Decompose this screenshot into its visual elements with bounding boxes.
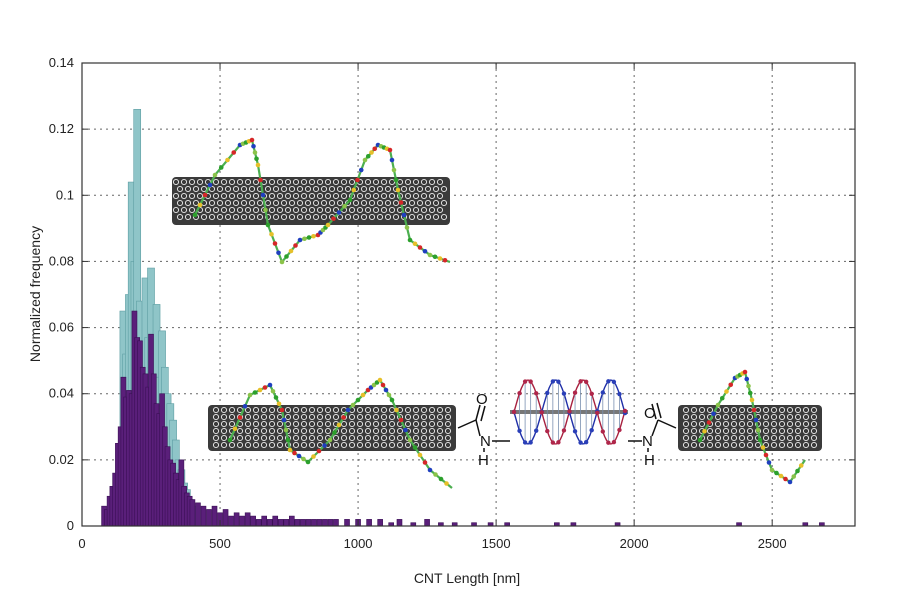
- molecule-illustrations: O N H N O H: [172, 137, 822, 489]
- hydrogen-label-2: H: [644, 452, 655, 469]
- nanotube-bottom-left: [208, 377, 456, 489]
- x-tick-label: 500: [209, 536, 231, 551]
- amide-linker-left: O N H: [457, 391, 510, 469]
- histogram-bar: [424, 519, 430, 527]
- histogram-bar: [366, 519, 372, 527]
- histogram-bar: [377, 519, 383, 527]
- histogram-bar: [228, 515, 234, 527]
- histogram-bar: [255, 519, 262, 527]
- x-tick-label: 0: [78, 536, 85, 551]
- histogram-bar: [233, 512, 240, 527]
- y-tick-label: 0.08: [49, 253, 74, 268]
- histogram-bar: [327, 519, 334, 527]
- histogram-bar: [222, 509, 229, 527]
- oxygen-label-1: O: [476, 391, 488, 408]
- histogram-bar: [206, 509, 212, 527]
- histogram-bar: [300, 519, 306, 527]
- nanotube-bottom-right: [678, 369, 822, 485]
- y-tick-label: 0.14: [49, 55, 74, 70]
- x-tick-label: 2000: [620, 536, 649, 551]
- histogram-bar: [294, 519, 301, 527]
- nitrogen-label-1: N: [480, 433, 491, 450]
- histogram-bar: [250, 515, 256, 527]
- histogram-bar: [266, 519, 273, 527]
- histogram-bar: [277, 519, 284, 527]
- y-tick-label: 0.1: [56, 187, 74, 202]
- hydrogen-label-1: H: [478, 452, 489, 469]
- histogram-bar: [211, 505, 218, 527]
- histogram-bar: [239, 515, 245, 527]
- histogram-bar: [344, 519, 350, 527]
- y-axis-title: Normalized frequency: [27, 226, 43, 362]
- x-tick-label: 1000: [344, 536, 373, 551]
- nitrogen-label-2: N: [642, 433, 653, 450]
- y-tick-label: 0.02: [49, 452, 74, 467]
- y-tick-label: 0.04: [49, 386, 74, 401]
- histogram-bar: [195, 502, 201, 527]
- histogram-bar: [316, 519, 323, 527]
- histogram-bar: [322, 519, 328, 527]
- x-tick-label: 1500: [482, 536, 511, 551]
- histogram-bar: [305, 519, 312, 527]
- axis-ticks: 0 500 1000 1500 2000 2500 0 0.02 0.04 0.06 0.08 0.1…: [49, 55, 855, 551]
- histogram-bar: [189, 499, 196, 527]
- histogram-bar: [283, 519, 290, 527]
- y-tick-label: 0: [67, 518, 74, 533]
- x-tick-label: 2500: [758, 536, 787, 551]
- y-tick-label: 0.06: [49, 320, 74, 335]
- dna-helix: [510, 379, 628, 445]
- amide-linker-right: N O H: [628, 402, 677, 469]
- y-tick-label: 0.12: [49, 121, 74, 136]
- oxygen-label-2: O: [644, 405, 656, 422]
- histogram-bar: [289, 515, 295, 527]
- plot-frame: [81, 62, 856, 527]
- x-axis-title: CNT Length [nm]: [414, 570, 520, 586]
- nanotube-top: [172, 137, 451, 265]
- histogram-bar: [244, 512, 251, 527]
- histogram-bar: [333, 519, 339, 527]
- histogram-bar: [311, 519, 317, 527]
- histogram-bar: [261, 515, 268, 527]
- histogram-bar: [272, 515, 279, 527]
- histogram-bar: [396, 519, 403, 527]
- histogram-bar: [200, 505, 207, 527]
